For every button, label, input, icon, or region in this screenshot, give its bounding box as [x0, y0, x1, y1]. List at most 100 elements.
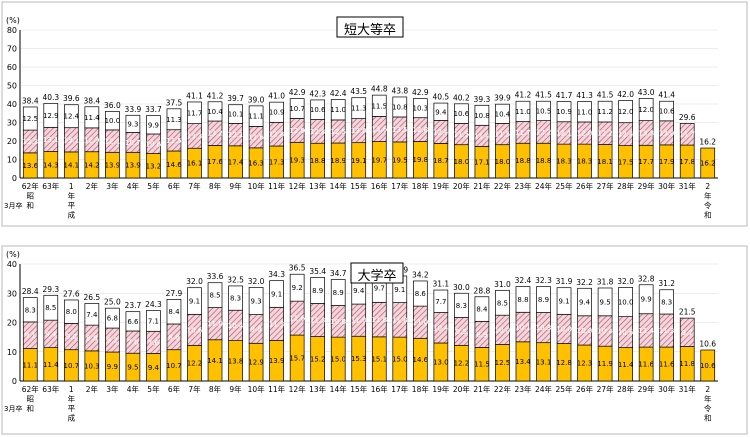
x-tick-label: 11年 — [268, 384, 286, 394]
bar-total-label: 39.9 — [494, 94, 511, 103]
bar-total-label: 34.7 — [330, 269, 347, 278]
x-tick-label: 16年 — [371, 181, 389, 191]
bar-total-label: 42.4 — [330, 89, 347, 98]
y-tick-label: 30 — [7, 119, 17, 128]
segment-value-label: 13.1 — [64, 136, 80, 144]
bar-total-label: 38.4 — [84, 96, 101, 105]
bar-segment-s3-23 — [474, 104, 490, 126]
segment-value-label: 14.3 — [43, 161, 59, 169]
bar-total-label: 23.7 — [125, 301, 142, 310]
x-tick-label: 20年 — [453, 181, 471, 191]
bar-total-label: 41.2 — [515, 91, 532, 100]
bar-total-label: 32.0 — [186, 277, 203, 286]
segment-value-label: 8.3 — [456, 302, 467, 310]
bar-total-label: 34.2 — [412, 270, 429, 279]
y-tick-label: 20 — [7, 319, 17, 328]
x-tick-label: 令 — [704, 403, 712, 413]
x-tick-label: 23年 — [514, 384, 532, 394]
x-tick-label: 18年 — [412, 384, 430, 394]
segment-value-label: 9.5 — [127, 364, 138, 372]
segment-value-label: 19.7 — [371, 156, 387, 164]
segment-value-label: 12.9 — [248, 359, 264, 367]
segment-value-label: 10.1 — [228, 111, 244, 119]
bar-total-label: 25.0 — [104, 298, 121, 307]
x-tick-label: 30年 — [658, 181, 676, 191]
segment-value-label: 7.7 — [435, 298, 446, 306]
segment-value-label: 11.1 — [248, 113, 264, 121]
segment-value-label: 15.2 — [310, 355, 326, 363]
x-tick-label: 昭 — [27, 192, 35, 201]
segment-value-label: 11.7 — [187, 109, 203, 117]
segment-value-label: 11.6 — [659, 361, 675, 369]
segment-value-label: 10.3 — [536, 324, 552, 332]
bar-segment-s3-11 — [228, 285, 243, 311]
bar-total-label: 32.5 — [227, 275, 244, 284]
segment-value-label: 17.4 — [228, 158, 244, 166]
x-tick-label: 年 — [68, 394, 76, 404]
y-tick-label: 40 — [7, 260, 17, 269]
segment-value-label: 10.0 — [495, 326, 511, 334]
segment-value-label: 13.9 — [105, 162, 121, 170]
bar-segment-s3-10 — [207, 282, 223, 308]
bar-total-label: 26.5 — [84, 293, 101, 302]
x-tick-label: 7年 — [188, 384, 201, 394]
bar-segment-s3-21 — [433, 102, 449, 121]
bar-total-label: 33.7 — [145, 105, 162, 114]
segment-value-label: 12.0 — [638, 106, 654, 114]
bar-total-label: 41.7 — [556, 91, 573, 100]
segment-value-label: 11.0 — [207, 320, 223, 328]
segment-value-label: 11.4 — [84, 114, 100, 122]
bar-segment-s3-29 — [597, 100, 613, 123]
segment-value-label: 10.9 — [556, 108, 572, 116]
x-tick-label: 13年 — [309, 384, 327, 394]
segment-value-label: 8.3 — [230, 295, 241, 303]
y-tick-label: 20 — [7, 137, 17, 146]
bar-segment-s3-6 — [125, 114, 141, 133]
segment-value-label: 19.8 — [413, 156, 429, 164]
bar-segment-s1-34 — [700, 147, 716, 179]
bar-total-label: 31.0 — [494, 280, 511, 289]
x-tick-label: 平 — [68, 404, 76, 413]
x-tick-label: 3年 — [106, 181, 119, 191]
x-tick-label: 6年 — [168, 181, 181, 191]
segment-value-label: 11.0 — [515, 108, 531, 116]
segment-value-label: 7.4 — [86, 311, 98, 319]
segment-value-label: 16.1 — [187, 160, 203, 168]
x-tick-label: 26年 — [576, 384, 594, 394]
segment-value-label: 12.2 — [597, 130, 613, 138]
segment-value-label: 10.6 — [454, 110, 470, 118]
bar-total-label: 24.3 — [145, 300, 162, 309]
bar-total-label: 30.0 — [453, 283, 470, 292]
x-tick-label: 25年 — [556, 384, 574, 394]
segment-value-label: 13.9 — [269, 357, 285, 365]
segment-value-label: 10.8 — [330, 318, 346, 326]
bar-total-label: 42.9 — [289, 88, 306, 97]
bar-segment-s3-2 — [43, 103, 59, 128]
segment-value-label: 10.5 — [536, 107, 552, 115]
x-tick-label: 27年 — [597, 181, 615, 191]
segment-value-label: 10.6 — [700, 362, 716, 370]
chart-panel-1: (%) 0 10 20 30 40 50 60 70 80 13.6 12.3 12.5 38.4 62年昭… — [1, 1, 748, 227]
segment-value-label: 19.1 — [351, 157, 367, 165]
bar-total-label: 39.0 — [248, 95, 265, 104]
segment-value-label: 18.8 — [515, 157, 531, 165]
bar-total-label: 39.7 — [227, 94, 244, 103]
x-tick-label: 和 — [27, 201, 35, 210]
bar-total-label: 36.5 — [289, 264, 306, 273]
segment-value-label: 9.4 — [579, 299, 591, 307]
segment-value-label: 7.1 — [148, 317, 159, 325]
segment-value-label: 9.4 — [148, 364, 160, 372]
segment-value-label: 6.6 — [127, 318, 139, 326]
segment-value-label: 11.6 — [248, 134, 264, 142]
segment-value-label: 11.4 — [474, 132, 490, 140]
x-tick-label: 28年 — [617, 384, 635, 394]
bar-segment-s3-22 — [454, 103, 469, 124]
x-tick-label: 年 — [704, 394, 712, 404]
x-tick-label: 22年 — [494, 181, 512, 191]
segment-value-label: 10.7 — [166, 362, 182, 370]
segment-value-label: 12.8 — [413, 126, 429, 134]
segment-value-label: 12.8 — [556, 359, 572, 367]
y-tick-label: 80 — [7, 26, 17, 35]
segment-value-label: 10.6 — [146, 140, 162, 148]
x-tick-label: 15年 — [350, 181, 368, 191]
